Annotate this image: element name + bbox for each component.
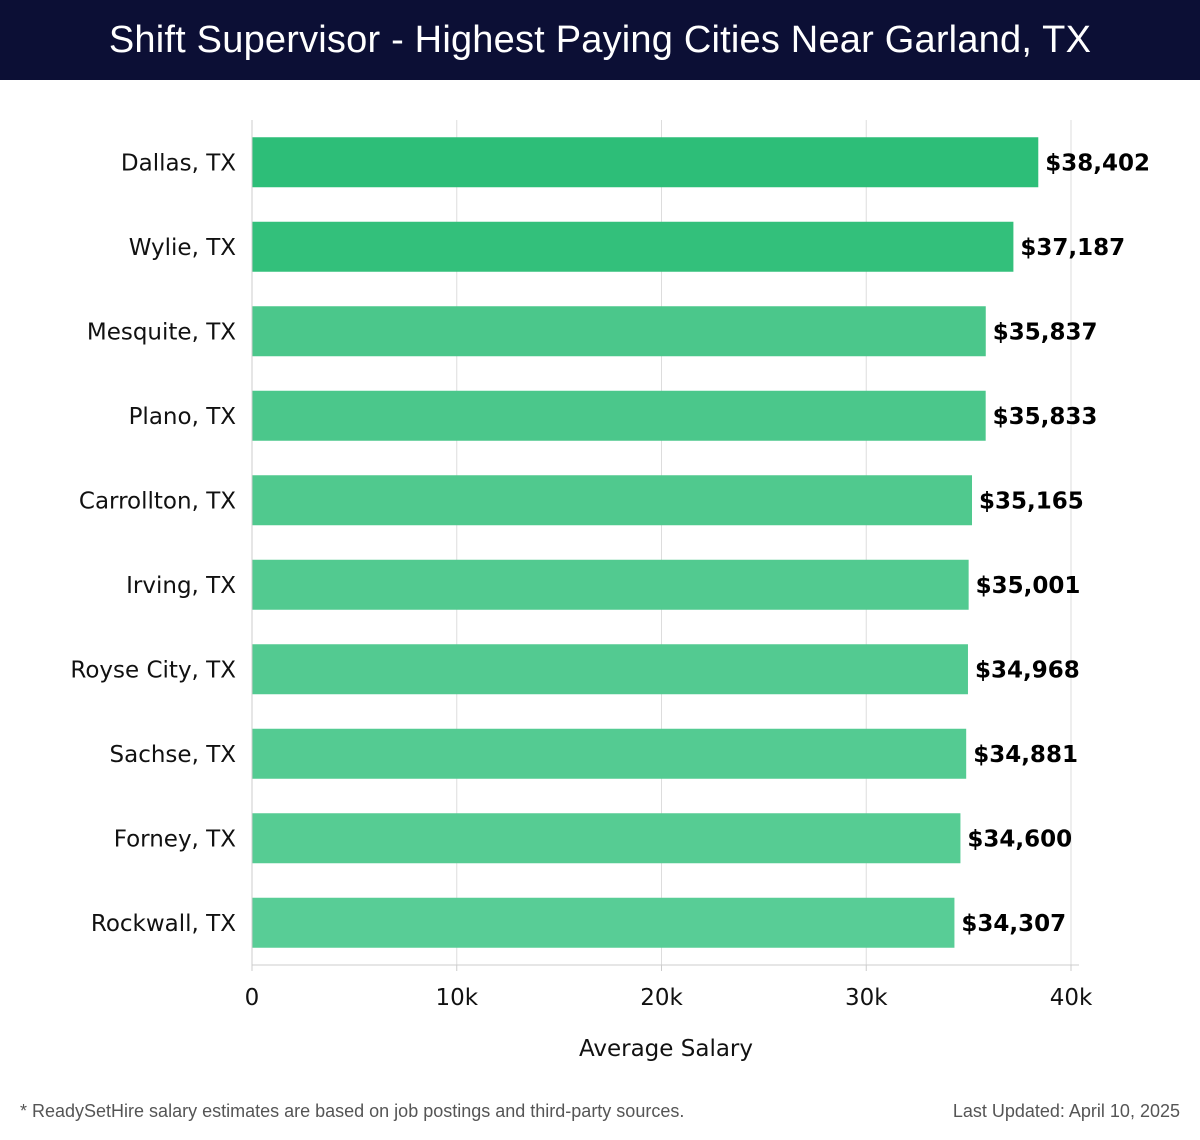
x-tick-label: 10k [435, 985, 478, 1011]
category-label: Royse City, TX [70, 657, 236, 683]
category-labels: Dallas, TX Wylie, TX Mesquite, TX Plano, TX… [70, 150, 236, 937]
category-label: Irving, TX [126, 573, 236, 599]
bar [252, 559, 969, 610]
bar [252, 306, 986, 357]
x-tick-label: 40k [1050, 985, 1093, 1011]
value-label: $34,600 [967, 826, 1072, 852]
x-axis: 0 10k 20k 30k 40k [245, 120, 1093, 1011]
category-label: Forney, TX [114, 826, 237, 852]
bar [252, 137, 1039, 188]
value-label: $34,881 [973, 742, 1078, 768]
bar [252, 813, 961, 864]
chart-header: Shift Supervisor - Highest Paying Cities… [0, 0, 1200, 80]
category-label: Sachse, TX [110, 742, 237, 768]
value-label: $35,165 [979, 488, 1084, 514]
x-tick-label: 30k [845, 985, 888, 1011]
value-label: $34,968 [975, 657, 1080, 683]
value-label: $35,833 [993, 404, 1098, 430]
value-label: $38,402 [1045, 150, 1150, 176]
category-label: Wylie, TX [129, 235, 237, 261]
x-tick-label: 0 [245, 985, 260, 1011]
value-label: $34,307 [961, 911, 1066, 937]
bar [252, 475, 973, 526]
last-updated: Last Updated: April 10, 2025 [952, 1101, 1180, 1121]
category-label: Dallas, TX [121, 150, 236, 176]
bar [252, 728, 967, 779]
category-label: Mesquite, TX [87, 319, 236, 345]
bar [252, 390, 986, 441]
chart-title: Shift Supervisor - Highest Paying Cities… [108, 18, 1092, 61]
bar [252, 221, 1014, 272]
bar-chart: Dallas, TX Wylie, TX Mesquite, TX Plano, TX… [70, 120, 1150, 1062]
category-label: Carrollton, TX [79, 488, 236, 514]
value-label: $35,001 [976, 573, 1081, 599]
x-axis-label: Average Salary [579, 1036, 753, 1062]
value-label: $35,837 [993, 319, 1098, 345]
bars [252, 137, 1039, 948]
x-tick-label: 20k [640, 985, 683, 1011]
bar [252, 644, 968, 695]
bar [252, 897, 955, 948]
value-label: $37,187 [1020, 235, 1125, 261]
value-labels: $38,402 $37,187 $35,837 $35,833 $35,165 $35,0… [961, 150, 1150, 937]
category-label: Plano, TX [129, 404, 237, 430]
footer-note: * ReadySetHire salary estimates are base… [20, 1101, 685, 1121]
category-label: Rockwall, TX [91, 911, 236, 937]
